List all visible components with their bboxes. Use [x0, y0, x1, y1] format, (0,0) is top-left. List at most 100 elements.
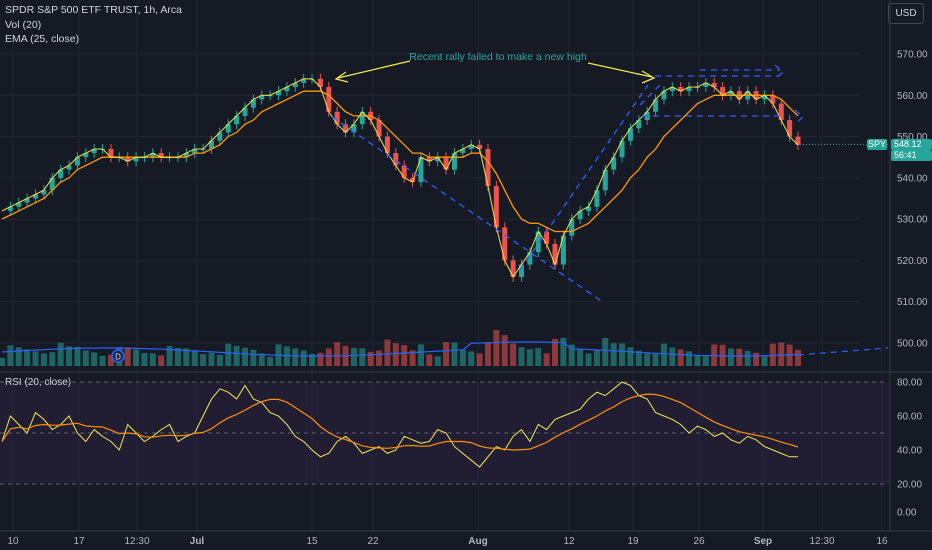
- volume-bar: [727, 348, 734, 366]
- ticker-tag: SPY: [867, 139, 887, 150]
- candle-body: [351, 124, 357, 133]
- candle-body: [653, 99, 659, 112]
- volume-bar: [32, 351, 39, 366]
- candle-body: [49, 177, 55, 191]
- volume-bar: [744, 350, 751, 366]
- volume-bar: [434, 356, 441, 366]
- volume-bar: [359, 348, 366, 366]
- candle-body: [795, 136, 801, 145]
- candle-body: [334, 111, 340, 125]
- candle-body: [58, 169, 64, 178]
- volume-bar: [74, 346, 81, 366]
- candle-body: [627, 128, 633, 141]
- candle-body: [678, 87, 684, 92]
- volume-bar: [736, 348, 743, 366]
- volume-bar: [225, 343, 232, 366]
- candle-body: [74, 157, 80, 166]
- ema-legend[interactable]: EMA (25, close): [5, 33, 80, 45]
- volume-bar: [258, 353, 265, 366]
- candle-body: [326, 87, 332, 112]
- volume-bar: [409, 350, 416, 366]
- volume-bar: [535, 348, 542, 366]
- candle-body: [577, 210, 583, 220]
- candle-body: [552, 243, 558, 265]
- price-tick-label: 550.00: [897, 132, 928, 143]
- candle-body: [276, 91, 282, 96]
- candle-body: [477, 144, 483, 149]
- volume-bar: [241, 347, 248, 366]
- candle-body: [192, 148, 198, 154]
- volume-bar: [417, 344, 424, 366]
- volume-legend[interactable]: Vol (20): [5, 19, 42, 31]
- top-range-arrowhead: [774, 64, 784, 80]
- candle-body: [619, 140, 625, 158]
- time-tick-label: 22: [367, 536, 379, 547]
- currency-button[interactable]: USD: [888, 3, 924, 24]
- candle-body: [317, 78, 323, 88]
- volume-bar: [208, 352, 215, 366]
- annotation-arrow-right: [587, 62, 653, 78]
- volume-bar: [216, 354, 223, 366]
- falling-wedge-trendline: [331, 116, 601, 301]
- candle-body: [250, 99, 256, 108]
- volume-bar: [124, 347, 131, 366]
- volume-bar: [510, 343, 517, 366]
- candle-body: [91, 148, 97, 154]
- candle-body: [728, 91, 734, 96]
- candle-body: [234, 115, 240, 125]
- candle-body: [83, 153, 89, 158]
- rsi-tick-label: 0.00: [897, 508, 917, 519]
- volume-bar: [426, 354, 433, 366]
- volume-bar: [610, 343, 617, 366]
- top-range-lower-arrowhead: [794, 109, 804, 125]
- volume-bar: [585, 353, 592, 366]
- volume-bar: [392, 343, 399, 366]
- volume-bar: [183, 348, 190, 366]
- candle-body: [217, 132, 223, 141]
- volume-bar: [66, 346, 73, 366]
- time-tick-label: Aug: [468, 536, 487, 547]
- volume-bar: [476, 353, 483, 366]
- volume-bar: [99, 356, 106, 366]
- candle-body: [343, 124, 349, 133]
- volume-trendline: [797, 347, 889, 356]
- candle-body: [418, 157, 424, 182]
- time-tick-label: 12: [563, 536, 575, 547]
- candle-body: [125, 157, 131, 162]
- annotation-arrowhead-left: [334, 71, 349, 83]
- candle-body: [535, 231, 541, 253]
- candle-body: [183, 153, 189, 158]
- price-tick-label: 510.00: [897, 297, 928, 308]
- candle-body: [594, 190, 600, 207]
- rising-channel-trendline: [519, 84, 649, 271]
- volume-bar: [158, 355, 165, 366]
- volume-bar: [577, 349, 584, 366]
- candle-body: [560, 235, 566, 265]
- candle-body: [611, 157, 617, 170]
- price-tick-label: 540.00: [897, 173, 928, 184]
- volume-bar: [0, 358, 5, 366]
- candle-body: [686, 87, 692, 92]
- candle-body: [158, 153, 164, 158]
- volume-bar: [376, 350, 383, 366]
- volume-bar: [451, 342, 458, 366]
- rsi-tick-label: 60.00: [897, 412, 922, 423]
- time-tick-label: 19: [627, 536, 639, 547]
- candle-body: [703, 82, 709, 88]
- rsi-ma-line: [1, 393, 799, 451]
- candle-body: [544, 231, 550, 244]
- candle-body: [133, 157, 139, 162]
- volume-bar: [267, 357, 274, 366]
- candle-body: [669, 87, 675, 92]
- volume-bar: [292, 348, 299, 366]
- annotation-arrow-left: [337, 60, 411, 79]
- time-tick-label: 26: [693, 536, 705, 547]
- volume-bar: [49, 352, 56, 366]
- rsi-legend[interactable]: RSI (20, close): [5, 377, 72, 388]
- candle-body: [259, 95, 265, 100]
- candle-body: [410, 177, 416, 182]
- candle-body: [393, 153, 399, 166]
- symbol-legend[interactable]: SPDR S&P 500 ETF TRUST, 1h, Arca: [5, 4, 183, 16]
- volume-bar: [367, 351, 374, 366]
